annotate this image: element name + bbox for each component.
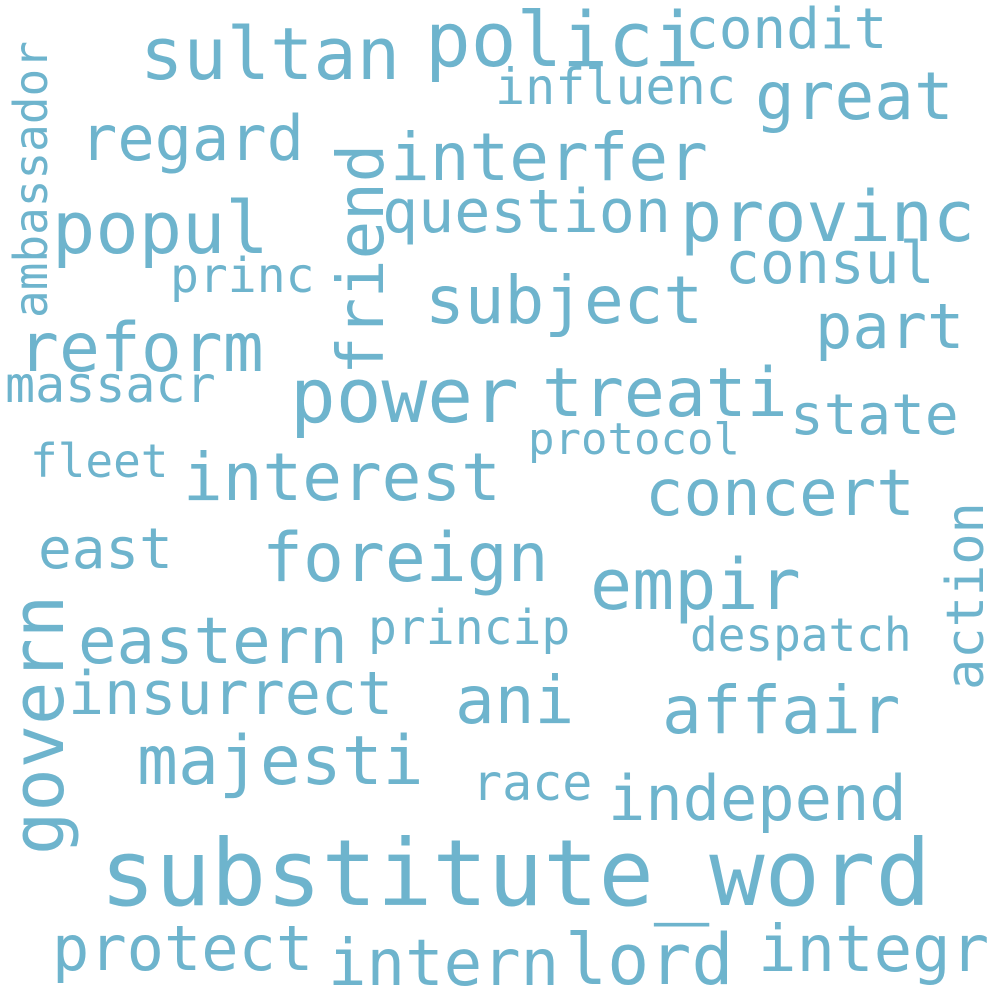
word-substitute-word: substitute_word <box>100 820 931 927</box>
word-state: state <box>790 383 959 448</box>
word-insurrect: insurrect <box>68 659 394 729</box>
word-concert: concert <box>645 457 915 531</box>
word-integr: integr <box>758 913 990 987</box>
word-fleet: fleet <box>30 434 169 488</box>
word-affair: affair <box>662 672 901 749</box>
word-popul: popul <box>52 186 269 270</box>
word-influenc: influenc <box>495 58 736 116</box>
word-protect: protect <box>52 912 314 985</box>
word-princip: princip <box>368 600 571 656</box>
word-action: action <box>936 502 996 690</box>
word-princ: princ <box>170 248 315 304</box>
word-polici: polici <box>425 0 700 84</box>
word-protocol: protocol <box>528 414 740 465</box>
word-east: east <box>38 517 173 582</box>
word-condit: condit <box>685 0 888 62</box>
word-sultan: sultan <box>140 12 401 96</box>
word-majesti: majesti <box>137 722 424 801</box>
word-lord: lord <box>565 919 734 1000</box>
word-eastern: eastern <box>78 605 348 679</box>
word-interfer: interfer <box>390 119 708 196</box>
word-great: great <box>755 58 954 135</box>
word-govern: govern <box>0 594 80 855</box>
word-empir: empir <box>590 544 801 626</box>
word-part: part <box>815 290 965 363</box>
word-ambassador: ambassador <box>4 41 58 318</box>
word-foreign: foreign <box>262 519 549 598</box>
word-massacr: massacr <box>5 356 216 414</box>
word-power: power <box>290 351 519 440</box>
word-treati: treati <box>542 354 788 433</box>
word-reform: reform <box>18 309 264 388</box>
word-provinc: provinc <box>680 176 976 258</box>
word-intern: intern <box>328 927 560 1000</box>
word-despatch: despatch <box>690 608 912 662</box>
word-race: race <box>472 754 593 812</box>
word-independ: independ <box>608 762 907 835</box>
word-ani: ani <box>455 662 575 739</box>
word-regard: regard <box>80 102 304 175</box>
word-interest: interest <box>183 439 501 516</box>
word-consul: consul <box>725 229 935 297</box>
word-question: question <box>382 177 671 247</box>
word-subject: subject <box>425 262 704 339</box>
